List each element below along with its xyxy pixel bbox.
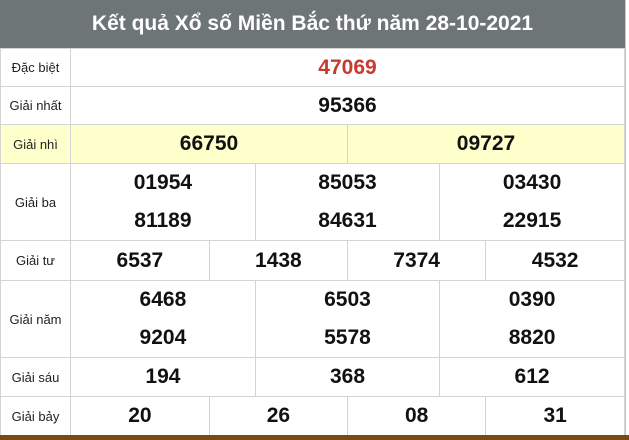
prize-label: Giải năm — [0, 280, 71, 358]
results-title: Kết quả Xổ số Miền Bắc thứ năm 28-10-202… — [0, 0, 625, 48]
prize-cell: 0390 8820 — [439, 281, 624, 357]
row-special: Đặc biệt 47069 — [0, 48, 625, 87]
prize-number: 1438 — [208, 241, 348, 280]
second-cells: 66750 09727 — [70, 124, 625, 164]
prize-label: Giải ba — [0, 163, 71, 241]
prize-label: Giải tư — [0, 240, 71, 281]
row-sixth: Giải sáu 194 368 612 — [0, 357, 625, 397]
prize-number: 95366 — [70, 86, 625, 125]
prize-number: 6468 — [139, 288, 187, 311]
row-first: Giải nhất 95366 — [0, 86, 625, 125]
prize-number: 5578 — [324, 326, 371, 349]
prize-number: 8820 — [508, 326, 556, 349]
fifth-cells: 6468 9204 6503 5578 0390 8820 — [70, 280, 625, 358]
prize-number: 194 — [145, 365, 181, 388]
special-number: 47069 — [70, 48, 625, 87]
prize-number: 85053 — [318, 171, 377, 194]
prize-number: 368 — [254, 358, 440, 396]
prize-number: 9204 — [139, 326, 187, 349]
prize-cell: 85053 84631 — [254, 164, 440, 240]
prize-number: 6537 — [116, 248, 164, 272]
row-third: Giải ba 01954 81189 85053 84631 03430 22915 — [0, 163, 625, 241]
prize-number: 7374 — [346, 241, 486, 280]
prize-number: 31 — [485, 397, 624, 435]
sixth-cells: 194 368 612 — [70, 357, 625, 397]
prize-cell: 6468 9204 — [71, 281, 255, 357]
prize-number: 0390 — [508, 288, 556, 311]
prize-number: 22915 — [502, 209, 562, 232]
bottom-bar — [0, 435, 629, 440]
prize-number: 08 — [346, 397, 486, 435]
prize-label: Giải bảy — [0, 396, 71, 436]
prize-number: 6503 — [324, 288, 371, 311]
prize-label: Giải nhì — [0, 124, 71, 164]
row-fifth: Giải năm 6468 9204 6503 5578 0390 8820 — [0, 280, 625, 358]
prize-number: 4532 — [485, 241, 624, 280]
row-fourth: Giải tư 6537 1438 7374 4532 — [0, 240, 625, 281]
prize-number: 03430 — [502, 171, 562, 194]
prize-cell: 03430 22915 — [439, 164, 624, 240]
prize-number: 01954 — [133, 171, 193, 194]
seventh-cells: 20 26 08 31 — [70, 396, 625, 436]
prize-cell: 6503 5578 — [254, 281, 440, 357]
prize-number: 26 — [208, 397, 348, 435]
third-cells: 01954 81189 85053 84631 03430 22915 — [70, 163, 625, 241]
prize-label: Đặc biệt — [0, 48, 71, 87]
prize-number: 612 — [439, 358, 624, 396]
fourth-cells: 6537 1438 7374 4532 — [70, 240, 625, 281]
row-seventh: Giải bảy 20 26 08 31 — [0, 396, 625, 436]
row-second: Giải nhì 66750 09727 — [0, 124, 625, 164]
prize-number: 20 — [128, 404, 152, 427]
prize-label: Giải sáu — [0, 357, 71, 397]
prize-number: 84631 — [318, 209, 377, 232]
prize-number: 09727 — [347, 125, 624, 163]
prize-cell: 01954 81189 — [71, 164, 255, 240]
prize-number: 66750 — [71, 125, 348, 163]
results-table: Đặc biệt 47069 Giải nhất 95366 Giải nhì … — [0, 48, 625, 436]
prize-number: 81189 — [134, 209, 192, 232]
prize-label: Giải nhất — [0, 86, 71, 125]
